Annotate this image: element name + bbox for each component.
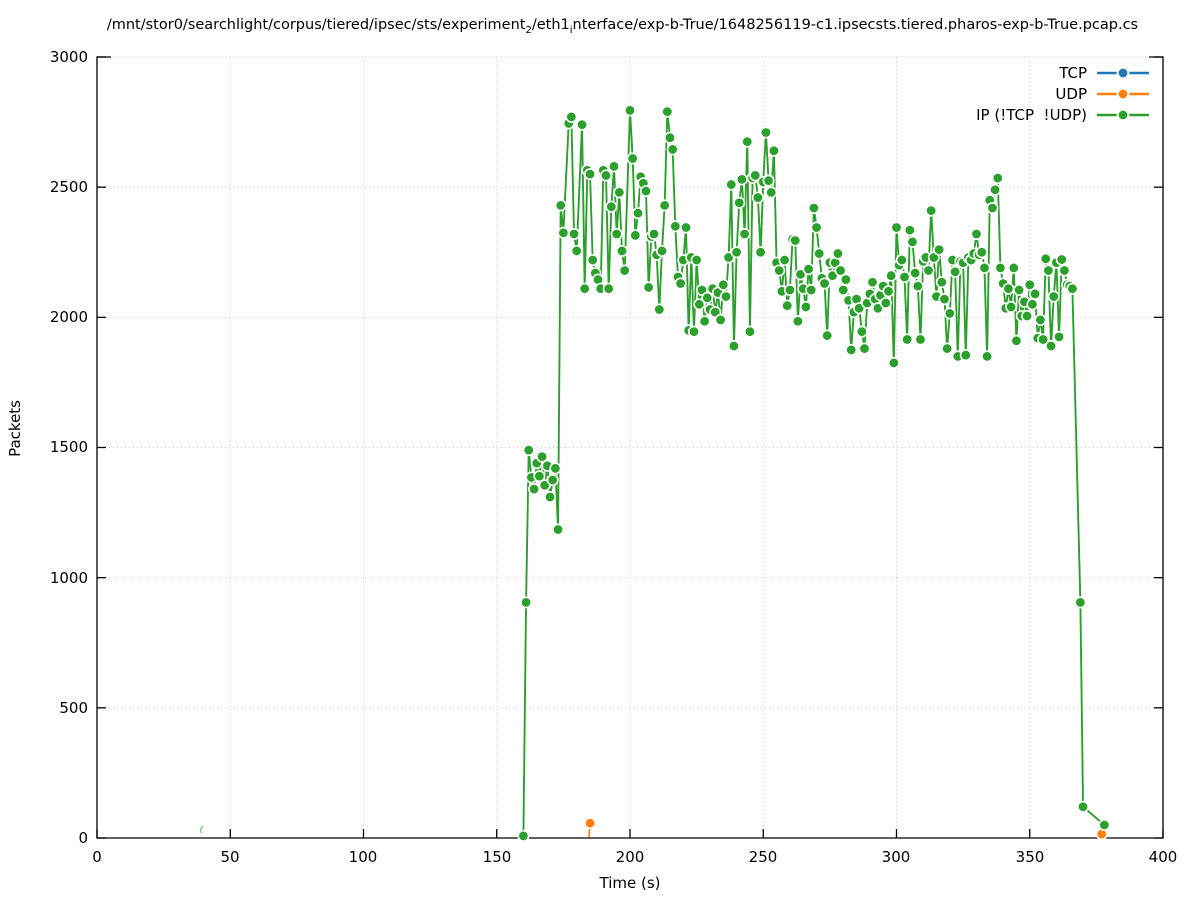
x-tick-label: 0 — [92, 848, 102, 866]
y-tick-label: 1500 — [49, 438, 88, 456]
legend-label-ip: IP (!TCP !UDP) — [976, 105, 1087, 124]
x-tick-label: 400 — [1148, 848, 1178, 866]
title-part3: nterface/exp-b-True/1648256119-c1.ipsecs… — [572, 17, 1139, 33]
tcp-legend-marker — [1097, 66, 1149, 79]
x-axis-label: Time (s) — [599, 874, 661, 892]
y-tick-label: 0 — [78, 829, 88, 847]
y-tick-label: 3000 — [49, 48, 88, 66]
legend-label-tcp: TCP — [1059, 63, 1087, 82]
y-tick-label: 1000 — [49, 569, 88, 587]
legend-item-udp: UDP — [976, 83, 1150, 104]
legend-label-udp: UDP — [1055, 84, 1087, 103]
legend-item-ip: IP (!TCP !UDP) — [976, 104, 1150, 125]
x-tick-label: 250 — [748, 848, 778, 866]
ip-legend-marker — [1097, 108, 1149, 121]
x-tick-label: 100 — [348, 848, 378, 866]
y-tick-label: 2500 — [49, 178, 88, 196]
x-tick-label: 150 — [482, 848, 512, 866]
x-tick-label: 300 — [881, 848, 911, 866]
chart-title: /mnt/stor0/searchlight/corpus/tiered/ips… — [0, 17, 1197, 36]
x-tick-label: 50 — [220, 848, 240, 866]
udp-legend-marker — [1097, 87, 1149, 100]
title-subscript-2: i — [569, 24, 573, 36]
title-part2: /eth1 — [531, 17, 570, 33]
legend-item-tcp: TCP — [976, 62, 1150, 83]
x-tick-label: 200 — [615, 848, 645, 866]
x-tick-label: 350 — [1015, 848, 1045, 866]
legend: TCP UDP IP (!TCP !UDP) — [976, 62, 1150, 125]
title-subscript-1: 2 — [525, 24, 532, 36]
y-tick-label: 500 — [59, 699, 88, 717]
y-tick-label: 2000 — [49, 308, 88, 326]
title-part1: /mnt/stor0/searchlight/corpus/tiered/ips… — [106, 17, 526, 33]
